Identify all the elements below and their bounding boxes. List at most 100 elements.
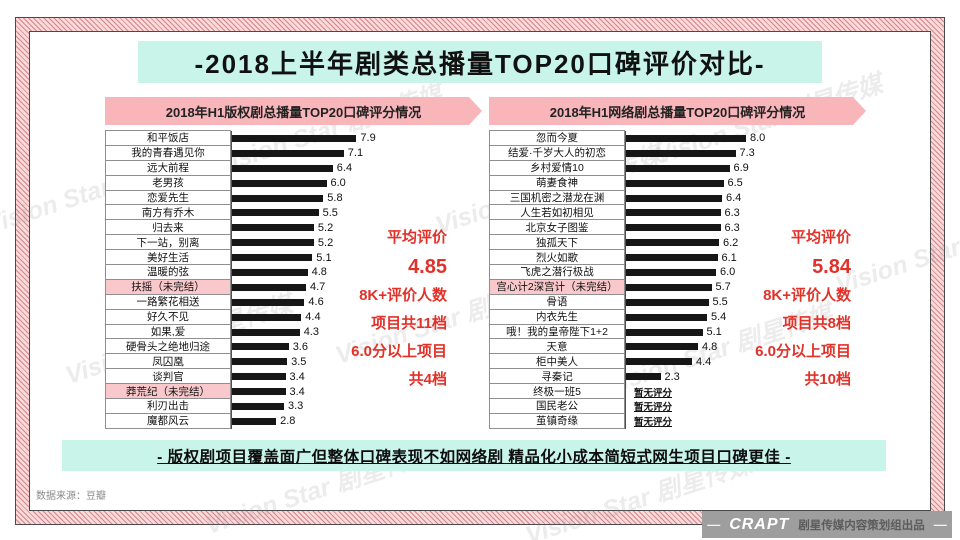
score-bar-track: 5.5: [231, 205, 405, 221]
chart-row: 茧镇奇缘 暂无评分: [489, 412, 789, 429]
stat-line: 项目共11档: [371, 315, 447, 332]
drama-title-cell: 国民老公: [489, 398, 625, 414]
score-bar: [232, 283, 306, 291]
chart-row: 乡村爱情10 6.9: [489, 159, 789, 176]
score-bar-track: 4.4: [625, 354, 789, 370]
no-score-label: 暂无评分: [634, 417, 673, 429]
score-bar-track: 6.4: [231, 160, 405, 176]
score-value: 5.2: [317, 221, 334, 234]
chart-row: 独孤天下 6.2: [489, 234, 789, 251]
score-bar-track: 8.0: [625, 131, 789, 146]
score-bar: [232, 134, 357, 142]
score-value: 2.8: [280, 415, 296, 428]
chart-row: 莽荒纪（未完结） 3.4: [105, 383, 405, 400]
avg-rating-value: 4.85: [408, 256, 447, 278]
chart-row: 南方有乔木 5.5: [105, 204, 405, 221]
stat-line: 共10档: [804, 371, 851, 388]
score-value: 4.7: [310, 281, 326, 294]
drama-title-cell: 莽荒纪（未完结）: [105, 383, 231, 400]
score-bar: [232, 149, 344, 157]
score-value: 6.0: [720, 266, 736, 279]
drama-title-cell: 硬骨头之绝地归途: [105, 338, 231, 355]
score-bar: [232, 343, 289, 351]
score-bar-track: 4.6: [231, 294, 405, 310]
score-value: 4.6: [308, 296, 324, 309]
drama-title-cell: 内衣先生: [489, 308, 625, 325]
score-bar-track: 6.3: [625, 205, 789, 221]
score-bar: [232, 388, 286, 396]
score-bar-track: 5.1: [625, 324, 789, 340]
chart-row: 魔都风云 2.8: [105, 412, 405, 429]
score-bar: [232, 164, 333, 172]
score-value: 5.1: [316, 251, 332, 264]
score-bar-track: 4.7: [231, 279, 405, 295]
score-value: 5.2: [317, 236, 334, 249]
score-bar-track: 5.5: [625, 294, 789, 310]
chart-row: 老男孩 6.0: [105, 174, 405, 191]
score-bar: [232, 179, 327, 187]
chart-row: 宫心计2深宫计（未完结） 5.7: [489, 278, 789, 295]
score-bar-track: 暂无评分: [625, 384, 789, 400]
score-bar: [626, 134, 746, 142]
score-bar-track: 3.4: [231, 384, 405, 400]
score-bar: [232, 224, 314, 232]
drama-title-cell: 柜中美人: [489, 353, 625, 370]
score-bar-track: 6.9: [625, 160, 789, 176]
score-bar-track: 5.7: [625, 279, 789, 295]
chart-web-dramas: 忽而今夏 8.0 结爱·千岁大人的初恋 7.3 乡村爱情10 6.9 萌妻食神 6.5 三国机密…: [489, 130, 789, 429]
drama-title-cell: 哦！我的皇帝陛下1+2: [489, 323, 625, 340]
score-bar-track: 7.3: [625, 145, 789, 161]
chart-row: 美好生活 5.1: [105, 249, 405, 266]
chart-row: 北京女子图鉴 6.3: [489, 219, 789, 236]
score-bar: [232, 313, 302, 321]
score-bar-track: 5.4: [625, 309, 789, 325]
score-bar: [232, 373, 286, 381]
bar-chart-rows: 忽而今夏 8.0 结爱·千岁大人的初恋 7.3 乡村爱情10 6.9 萌妻食神 6.5 三国机密…: [489, 130, 789, 429]
score-bar-track: 3.4: [231, 369, 405, 385]
score-value: 8.0: [750, 132, 766, 145]
score-bar: [232, 254, 313, 262]
score-value: 4.8: [702, 340, 718, 353]
score-value: 6.1: [721, 251, 737, 264]
chart-row: 我的青春遇见你 7.1: [105, 144, 405, 161]
score-value: 5.1: [706, 326, 722, 339]
chart-row: 凤囚凰 3.5: [105, 353, 405, 370]
score-bar-track: 6.5: [625, 175, 789, 191]
score-bar-track: 6.0: [625, 265, 789, 280]
score-bar-track: 4.8: [625, 339, 789, 355]
no-score-label: 暂无评分: [634, 387, 673, 399]
drama-title-cell: 恋爱先生: [105, 189, 231, 206]
stats-copyright-dramas: 平均评价 4.85 8K+评价人数 项目共11档 6.0分以上项目 共4档: [317, 224, 447, 394]
score-value: 4.4: [305, 311, 321, 324]
score-value: 7.1: [347, 147, 364, 160]
drama-title-cell: 人生若如初相见: [489, 204, 625, 221]
page-title: -2018上半年剧类总播量TOP20口碑评价对比-: [194, 48, 766, 79]
drama-title-cell: 飞虎之潜行极战: [489, 264, 625, 280]
chart-row: 三国机密之潜龙在渊 6.4: [489, 189, 789, 206]
score-value: 5.5: [712, 296, 728, 309]
score-bar: [626, 179, 724, 187]
score-bar: [232, 402, 284, 410]
score-bar-track: 3.5: [231, 354, 405, 370]
score-bar: [626, 149, 736, 157]
drama-title-cell: 如果,爱: [105, 323, 231, 340]
stat-line: 项目共8档: [782, 315, 851, 332]
footer-dash: —: [707, 517, 721, 532]
crapt-logo: CRAPT: [729, 515, 790, 533]
score-bar-track: 7.1: [231, 145, 405, 161]
score-value: 5.7: [715, 281, 731, 294]
drama-title-cell: 归去来: [105, 219, 231, 236]
subtitle-ribbon-web-dramas: 2018年H1网络剧总播量TOP20口碑评分情况: [489, 97, 866, 125]
no-score-label: 暂无评分: [634, 402, 673, 414]
drama-title-cell: 结爱·千岁大人的初恋: [489, 144, 625, 161]
chart-row: 硬骨头之绝地归途 3.6: [105, 338, 405, 355]
chart-row: 萌妻食神 6.5: [489, 174, 789, 191]
drama-title-cell: 谈判官: [105, 368, 231, 385]
score-bar: [232, 194, 324, 202]
score-bar-track: 5.2: [231, 220, 405, 236]
stat-line: 8K+评价人数: [359, 287, 447, 304]
drama-title-cell: 老男孩: [105, 174, 231, 191]
score-bar-track: 7.9: [231, 131, 405, 146]
score-bar-track: 5.1: [231, 250, 405, 266]
drama-title-cell: 我的青春遇见你: [105, 144, 231, 161]
